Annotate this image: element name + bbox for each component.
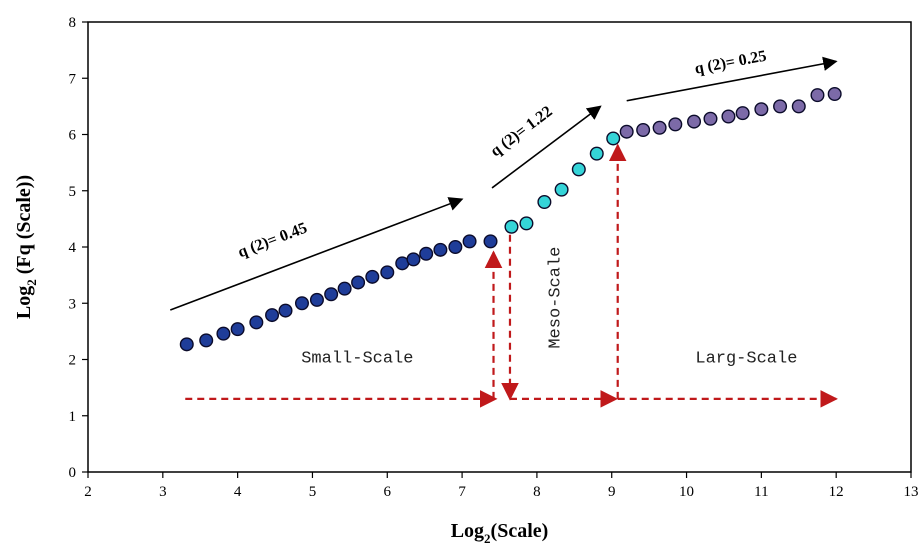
y-tick-label: 6 [69, 128, 77, 144]
x-tick-label: 11 [754, 484, 768, 500]
data-point [773, 99, 788, 114]
y-tick-label: 0 [69, 465, 77, 481]
data-point [668, 117, 683, 132]
data-point [571, 162, 586, 177]
data-point [179, 337, 194, 352]
data-point [365, 269, 380, 284]
data-point [483, 234, 498, 249]
x-tick-label: 5 [309, 484, 317, 500]
data-point [249, 315, 264, 330]
y-tick-label: 3 [69, 296, 77, 312]
data-point [827, 86, 842, 101]
data-point [448, 239, 463, 254]
data-point [199, 333, 214, 348]
y-tick-label: 4 [69, 240, 77, 256]
x-tick-label: 4 [234, 484, 242, 500]
data-point [324, 287, 339, 302]
slope-label: q (2)= 0.25 [693, 48, 768, 78]
y-axis-title: Log2 (Fq (Scale)) [13, 175, 39, 319]
trend-arrow [491, 105, 602, 189]
data-point [721, 109, 736, 124]
data-point [230, 322, 245, 337]
boundary-markers [185, 143, 838, 408]
trend-arrow [626, 56, 838, 102]
data-point [754, 102, 769, 117]
x-tick-label: 9 [608, 484, 616, 500]
x-tick-label: 6 [384, 484, 392, 500]
data-point [294, 296, 309, 311]
x-tick-label: 13 [904, 484, 919, 500]
annotation-labels: q (2)= 0.45 q (2)= 1.22 q (2)= 0.25 Small-S… [236, 48, 798, 369]
data-point [791, 99, 806, 114]
y-tick-label: 2 [69, 353, 77, 369]
slope-label: q (2)= 1.22 [487, 103, 555, 160]
data-point [337, 281, 352, 296]
y-tick-label: 1 [69, 409, 77, 425]
data-point [216, 326, 231, 341]
data-point [606, 131, 621, 146]
data-point [278, 303, 293, 318]
x-axis-title: Log2(Scale) [451, 520, 549, 545]
x-tick-label: 12 [829, 484, 844, 500]
data-point [619, 124, 634, 139]
data-point [810, 88, 825, 103]
trend-arrow [170, 197, 464, 311]
plot-frame [87, 21, 912, 473]
region-label: Larg-Scale [695, 349, 797, 368]
data-point [504, 219, 519, 234]
data-point [589, 146, 604, 161]
data-point [419, 246, 434, 261]
x-tick-label: 3 [159, 484, 167, 500]
data-point [703, 111, 718, 126]
data-point [537, 194, 552, 209]
y-tick-label: 8 [69, 15, 77, 31]
data-point [433, 242, 448, 257]
data-point [519, 216, 534, 231]
region-label: Small-Scale [301, 349, 413, 368]
data-point [652, 120, 667, 135]
region-label: Meso-Scale [546, 247, 565, 349]
data-point [735, 106, 750, 121]
data-point [687, 114, 702, 129]
x-tick-label: 10 [679, 484, 694, 500]
data-point [309, 292, 324, 307]
data-point [636, 122, 651, 137]
data-point [462, 234, 477, 249]
data-point [351, 275, 366, 290]
x-tick-label: 8 [533, 484, 541, 500]
axes: 2 3 4 5 6 7 8 9 10 11 12 13012345678Log2(Scale)Log2… [13, 15, 919, 546]
x-tick-label: 7 [458, 484, 466, 500]
data-point [406, 252, 421, 267]
y-tick-label: 7 [69, 71, 77, 87]
data-points [179, 86, 842, 352]
trend-arrows [170, 56, 838, 311]
data-point [380, 265, 395, 280]
data-point [554, 182, 569, 197]
slope-label: q (2)= 0.45 [236, 220, 310, 262]
x-tick-label: 2 [84, 484, 92, 500]
y-tick-label: 5 [69, 184, 77, 200]
data-point [265, 308, 280, 323]
